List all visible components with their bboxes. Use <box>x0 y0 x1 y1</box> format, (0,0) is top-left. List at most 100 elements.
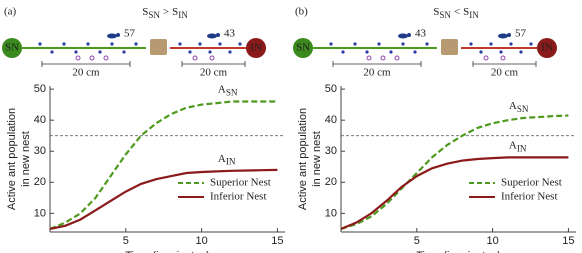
trail-dot <box>341 50 345 54</box>
ant-count: 57 <box>124 28 136 40</box>
trail-dot <box>329 42 333 46</box>
panel-label: (a) <box>4 6 17 18</box>
heading-right-sub: IN <box>178 10 188 20</box>
y-tick-label: 20 <box>34 176 46 188</box>
length-label: 20 cm <box>200 67 228 79</box>
x-tick-label: 15 <box>562 235 574 247</box>
trail-dot <box>529 42 533 46</box>
ant-count: 57 <box>515 28 527 40</box>
trail-dot <box>377 42 381 46</box>
series-line <box>49 168 278 230</box>
ant-marker <box>192 55 198 61</box>
x-tick-label: 15 <box>271 235 283 247</box>
curve-annotation: ASN <box>218 83 238 97</box>
length-label: 20 cm <box>363 67 391 79</box>
curve-annotation: ASN <box>509 100 529 114</box>
x-tick-label: 5 <box>414 235 420 247</box>
trail-dot <box>208 50 212 54</box>
trail-dot <box>38 42 42 46</box>
y-tick-label: 10 <box>325 207 337 219</box>
heading-right: S <box>172 6 178 18</box>
ant-icon <box>107 33 117 39</box>
trail-dot <box>74 50 78 54</box>
nest-left-label: SN <box>5 42 19 54</box>
trail-dot <box>50 50 54 54</box>
trail-dot <box>122 50 126 54</box>
panel-label: (b) <box>295 6 308 18</box>
ant-marker <box>380 55 386 61</box>
y-tick-label: 40 <box>325 114 337 126</box>
curve-annotation: AIN <box>509 139 527 153</box>
food-box <box>441 39 458 55</box>
curve-annotation-main: A <box>509 100 517 112</box>
heading-right: S <box>463 6 469 18</box>
trail-dot <box>425 42 429 46</box>
ant-marker <box>89 55 95 61</box>
series-line <box>340 114 569 230</box>
y-axis-label: in new nest <box>20 131 32 187</box>
heading: SSN < SIN <box>433 6 479 21</box>
trail-dot <box>62 42 66 46</box>
trail-dot <box>188 50 192 54</box>
trail-dot <box>134 42 138 46</box>
heading-op: < <box>454 6 460 18</box>
x-tick-label: 10 <box>195 235 207 247</box>
heading-left: S <box>142 6 148 18</box>
length-label: 20 cm <box>72 67 100 79</box>
ant-marker <box>483 55 489 61</box>
trail-dot <box>469 42 473 46</box>
curve-annotation-sub: SN <box>226 88 238 98</box>
nest-left-label: SN <box>296 42 310 54</box>
nest-left <box>293 38 313 58</box>
curve-annotation-sub: IN <box>517 143 527 153</box>
ant-icon <box>216 33 220 37</box>
trail-dot <box>389 50 393 54</box>
curve-annotation-sub: SN <box>517 104 529 114</box>
trail-dot <box>413 50 417 54</box>
ant-icon <box>498 33 508 39</box>
y-axis-label: in new nest <box>311 131 323 187</box>
series-line <box>49 100 278 230</box>
legend-label: Inferior Nest <box>210 191 267 203</box>
legend-label: Inferior Nest <box>501 191 558 203</box>
series-line <box>340 156 569 230</box>
heading-left-sub: SN <box>148 10 160 20</box>
trail-dot <box>238 42 242 46</box>
trail-dot <box>499 50 503 54</box>
ant-icon <box>507 33 511 37</box>
nest-right-label: IN <box>541 42 553 54</box>
y-tick-label: 40 <box>34 114 46 126</box>
trail-dot <box>218 42 222 46</box>
x-tick-label: 5 <box>123 235 129 247</box>
legend-label: Superior Nest <box>501 177 562 189</box>
ant-icon <box>207 33 217 39</box>
trail-dot <box>86 42 90 46</box>
x-tick-label: 10 <box>486 235 498 247</box>
ant-marker <box>103 55 109 61</box>
trail-dot <box>365 50 369 54</box>
y-tick-label: 30 <box>34 145 46 157</box>
nest-right <box>537 38 557 58</box>
trail-dot <box>519 50 523 54</box>
y-tick-label: 50 <box>34 83 46 95</box>
ant-marker <box>75 55 81 61</box>
trail-dot <box>401 42 405 46</box>
ant-icon <box>407 33 411 37</box>
trail-dot <box>98 50 102 54</box>
y-tick-label: 50 <box>325 83 337 95</box>
ant-marker <box>500 55 506 61</box>
trail-dot <box>479 50 483 54</box>
ant-marker <box>366 55 372 61</box>
trail-dot <box>353 42 357 46</box>
food-box <box>150 39 167 55</box>
ant-icon <box>116 33 120 37</box>
y-tick-label: 30 <box>325 145 337 157</box>
nest-left <box>2 38 22 58</box>
ant-marker <box>209 55 215 61</box>
nest-right-label: IN <box>250 42 262 54</box>
ant-marker <box>394 55 400 61</box>
y-tick-label: 10 <box>34 207 46 219</box>
trail-dot <box>228 50 232 54</box>
